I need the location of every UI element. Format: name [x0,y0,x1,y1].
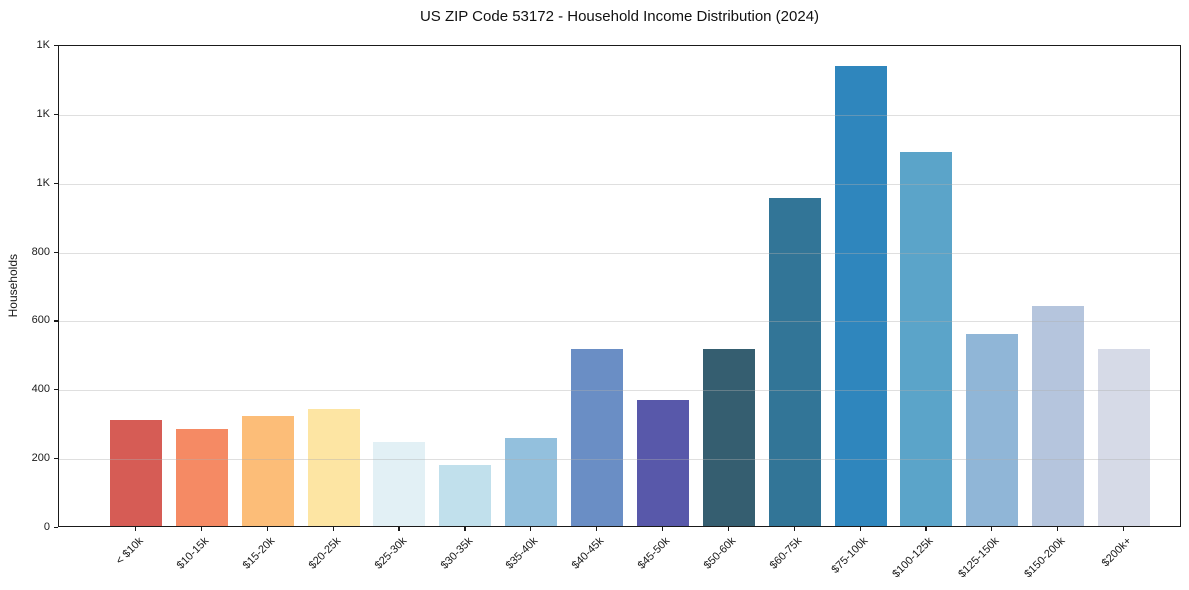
y-tick-label: 1K [36,107,50,120]
y-tick-mark [54,320,58,322]
bar [110,420,162,526]
gridline [59,252,1180,254]
x-tick-mark [266,527,268,531]
bar [900,152,953,526]
bar [702,348,755,526]
x-tick-mark [200,527,203,531]
x-tick-label: $125-150k [956,535,1002,581]
x-tick-mark [859,527,861,531]
x-tick-mark [464,527,466,531]
x-tick-mark [398,527,400,531]
y-tick-mark [54,251,58,253]
x-tick-label: $15-20k [240,535,278,572]
x-tick-label: $40-45k [569,535,607,572]
x-tick-mark [727,527,729,531]
x-tick-label: $150-200k [1022,535,1068,581]
x-tick-mark [793,527,795,531]
x-tick-label: $30-35k [438,535,475,572]
x-tick-mark [661,527,664,531]
y-tick-mark [54,389,58,391]
bar [175,429,228,526]
x-tick-mark [530,527,532,531]
chart-title: US ZIP Code 53172 - Household Income Dis… [419,8,820,25]
gridline [59,459,1180,461]
bar [636,400,689,526]
y-tick-label: 1K [36,176,50,189]
x-tick-label: $20-25k [306,535,344,572]
bar [768,197,821,526]
x-tick-label: $50-60k [701,535,739,572]
bar [307,408,360,526]
y-axis-label-text: Households [6,254,20,318]
gridline [59,114,1180,116]
x-tick-label: < $10k [113,535,146,568]
y-tick-mark [54,182,58,184]
x-tick-label: $25-30k [372,535,409,572]
bar [834,66,887,526]
y-tick-mark [54,527,58,529]
x-tick-label: $200k+ [1099,535,1134,570]
y-tick-label: 200 [31,452,50,465]
bar [505,437,558,526]
y-tick-label: 1K [36,39,50,51]
x-tick-label: $45-50k [635,535,673,572]
x-tick-label: $100-125k [890,535,936,581]
y-tick-label: 600 [31,314,50,327]
x-tick-mark [1057,527,1059,531]
y-tick-mark [54,45,58,47]
bar [1032,305,1085,526]
y-tick-label: 400 [31,383,50,396]
plot-area [58,45,1181,527]
x-tick-mark [925,527,927,531]
bar [571,348,624,526]
gridline [59,321,1180,323]
bar [966,333,1019,526]
y-tick-label: 0 [43,521,50,533]
x-tick-label: $75-100k [829,535,871,576]
y-tick-mark [54,113,58,116]
gridline [59,183,1180,185]
bar [439,464,492,526]
y-tick-label: 800 [31,245,50,258]
x-tick-mark [596,527,598,531]
x-tick-mark [1123,527,1125,531]
x-tick-mark [332,527,334,531]
bar [241,416,294,526]
bar [373,441,426,526]
x-tick-mark [991,527,993,531]
x-tick-mark [135,527,137,531]
y-tick-mark [54,458,58,460]
bar [1098,349,1150,526]
x-tick-label: $35-40k [504,535,541,572]
x-tick-label: $60-75k [767,535,805,572]
gridline [59,390,1180,392]
x-tick-label: $10-15k [174,535,212,572]
